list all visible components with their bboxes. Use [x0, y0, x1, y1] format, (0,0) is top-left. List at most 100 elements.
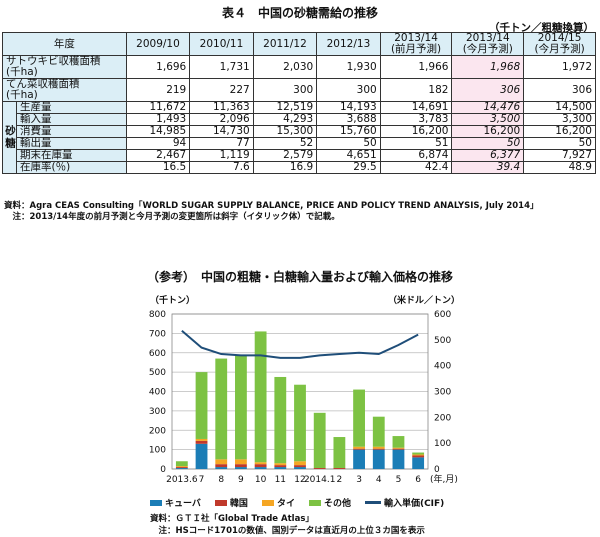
table-source-note: 資料：Agra CEAS Consulting「WORLD SUGAR SUPP… — [4, 201, 539, 211]
legend-item: 韓国 — [214, 496, 248, 509]
legend-swatch — [308, 499, 321, 506]
y-left-tick-label: 300 — [149, 407, 166, 417]
table-cell: 11,363 — [189, 101, 254, 114]
y-left-tick-label: 0 — [160, 465, 166, 475]
table-cell: 2,030 — [252, 55, 318, 79]
y-right-tick-label: 0 — [434, 465, 440, 475]
col-header: 2013/14 (前月予測) — [379, 32, 453, 56]
bar-segment — [333, 437, 346, 469]
table-title: 表４ 中国の砂糖需給の推移 — [221, 6, 378, 20]
table-cell: 2,096 — [189, 113, 254, 126]
bar-segment — [215, 467, 228, 469]
y-left-tick-label: 600 — [149, 349, 166, 359]
table-row: てん菜収穫面積 (千ha) 219 227 300 300 182 306 306 — [2, 78, 596, 102]
legend-label: タイ — [276, 499, 295, 509]
table-cell: 7.6 — [189, 161, 254, 174]
legend-swatch — [261, 499, 274, 506]
table-cell: 16,200 — [379, 125, 453, 138]
x-axis-unit: (年,月) — [430, 473, 458, 485]
bar-segment — [235, 354, 247, 460]
x-tick-label: 11 — [275, 475, 286, 485]
x-tick-label: 7 — [199, 475, 205, 485]
table-cell: 1,493 — [125, 113, 191, 126]
table-cell: 182 — [379, 78, 453, 102]
x-tick-label: 10 — [255, 475, 267, 485]
bar-segment — [215, 459, 228, 465]
right-axis-unit: （米ドル／トン） — [388, 296, 461, 306]
chart-legend: キューバ 韓国 タイ その他 輸入単価(CIF) — [150, 496, 444, 509]
legend-label: その他 — [323, 499, 351, 509]
bar-segment — [274, 376, 287, 464]
table-cell: 300 — [316, 78, 381, 102]
table-cell: 6,874 — [379, 149, 453, 162]
y-left-tick-label: 100 — [149, 446, 166, 456]
bar-segment — [235, 467, 247, 469]
table-cell: 227 — [189, 78, 254, 102]
table-cell: 306 — [523, 78, 596, 102]
table-row: 消費量 14,985 14,730 15,300 15,760 16,200 16,200 1… — [3, 125, 596, 138]
legend-swatch — [214, 499, 227, 506]
table-corner: 年度 — [2, 32, 127, 56]
table-cell: 1,972 — [523, 55, 596, 79]
legend-label: 輸入単価(CIF) — [383, 499, 445, 509]
bar-segment — [195, 443, 208, 469]
row-label: 在庫率(％) — [16, 161, 127, 174]
y-right-tick-label: 400 — [434, 362, 451, 372]
table-cell: 1,930 — [316, 55, 381, 79]
row-label: サトウキビ収穫面積 (千ha) — [2, 55, 127, 79]
legend-item: キューバ — [150, 496, 201, 509]
bar-segment — [274, 463, 287, 466]
bar-segment — [175, 466, 188, 468]
x-tick-label: 2014.1 — [304, 475, 336, 485]
bar-segment — [195, 440, 208, 444]
table-cell: 306 — [451, 78, 525, 102]
row-label: 消費量 — [16, 125, 127, 138]
table-row: サトウキビ収穫面積 (千ha) 1,696 1,731 2,030 1,930 1,966 1… — [2, 55, 596, 79]
table-cell: 3,300 — [523, 113, 596, 126]
table-cell: 4,293 — [252, 113, 318, 126]
sugar-side-label: 砂糖 — [2, 101, 17, 174]
bar-segment — [353, 449, 365, 469]
table-cell: 50 — [523, 137, 596, 150]
table-row: 輸入量 1,493 2,096 4,293 3,688 3,783 3,500 3,300 — [3, 113, 596, 126]
table-cell: 1,119 — [189, 149, 254, 162]
table-cell: 3,783 — [379, 113, 453, 126]
table-cell: 3,500 — [451, 113, 525, 126]
table-cell: 52 — [252, 137, 318, 150]
x-tick-label: 2013.6 — [166, 475, 198, 485]
bar-segment — [235, 464, 247, 468]
table-cell: 219 — [125, 78, 191, 102]
table-cell: 94 — [125, 137, 191, 150]
y-left-tick-label: 800 — [149, 310, 166, 320]
table-cell: 300 — [252, 78, 318, 102]
col-header: 2013/14 (今月予測) — [451, 32, 525, 56]
bar-segment — [294, 467, 306, 469]
bar-segment — [353, 448, 365, 450]
bar-segment — [195, 372, 208, 439]
table-cell: 1,731 — [189, 55, 254, 79]
bar-segment — [175, 467, 188, 469]
x-tick-label: 9 — [238, 475, 244, 485]
y-left-tick-label: 700 — [149, 329, 166, 339]
legend-line-swatch — [364, 501, 381, 504]
table-cell: 15,300 — [252, 125, 318, 138]
y-left-tick-label: 200 — [149, 426, 166, 436]
y-right-tick-label: 600 — [434, 310, 451, 320]
y-right-tick-label: 500 — [434, 336, 451, 346]
table-cell: 42.4 — [379, 161, 453, 174]
table-row: 砂糖 生産量 11,672 11,363 12,519 14,193 14,691 14,47… — [2, 101, 596, 174]
table-cell: 4,651 — [316, 149, 381, 162]
legend-label: キューバ — [165, 499, 201, 509]
legend-item: 輸入単価(CIF) — [364, 496, 445, 509]
bar-segment — [353, 446, 365, 449]
table-cell: 77 — [189, 137, 254, 150]
table-cell: 3,688 — [316, 113, 381, 126]
import-chart: 0 100 200 300 400 500 600 700 800 0 100 200 300 400 50… — [149, 310, 458, 485]
col-header: 2011/12 — [252, 32, 318, 56]
table-cell: 7,927 — [523, 149, 596, 162]
x-tick-label: 8 — [218, 475, 224, 485]
table-row: 輸出量 94 77 52 50 51 50 50 — [3, 137, 596, 150]
bar-segment — [372, 446, 385, 449]
table-cell: 2,467 — [125, 149, 191, 162]
x-tick-label: 2 — [337, 475, 343, 485]
